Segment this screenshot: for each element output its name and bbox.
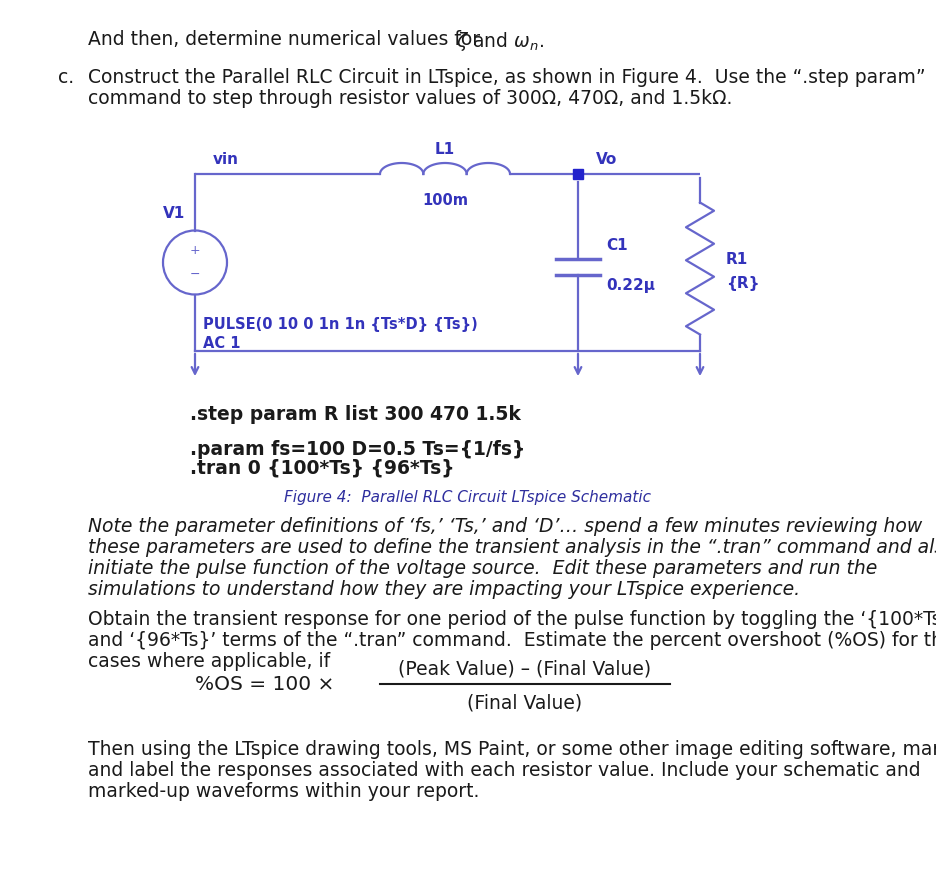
Text: .param fs=100 D=0.5 Ts={1/fs}: .param fs=100 D=0.5 Ts={1/fs} <box>190 439 525 459</box>
Text: PULSE(0 10 0 1n 1n {Ts*D} {Ts}): PULSE(0 10 0 1n 1n {Ts*D} {Ts}) <box>203 317 477 332</box>
Text: c.: c. <box>58 68 74 87</box>
Text: −: − <box>190 267 200 281</box>
Text: 100m: 100m <box>422 193 468 208</box>
Text: marked-up waveforms within your report.: marked-up waveforms within your report. <box>88 781 479 800</box>
Text: and ‘{96*Ts}’ terms of the “.tran” command.  Estimate the percent overshoot (%OS: and ‘{96*Ts}’ terms of the “.tran” comma… <box>88 631 936 649</box>
Text: 0.22μ: 0.22μ <box>606 278 655 293</box>
Text: L1: L1 <box>435 142 455 157</box>
Text: (Peak Value) – (Final Value): (Peak Value) – (Final Value) <box>399 659 651 678</box>
Text: Construct the Parallel RLC Circuit in LTspice, as shown in Figure 4.  Use the “.: Construct the Parallel RLC Circuit in LT… <box>88 68 926 87</box>
Text: %OS = 100 ×: %OS = 100 × <box>195 674 334 694</box>
Text: .tran 0 {100*Ts} {96*Ts}: .tran 0 {100*Ts} {96*Ts} <box>190 459 455 477</box>
Text: {R}: {R} <box>726 275 759 290</box>
Text: Obtain the transient response for one period of the pulse function by toggling t: Obtain the transient response for one pe… <box>88 610 936 628</box>
Text: Figure 4:  Parallel RLC Circuit LTspice Schematic: Figure 4: Parallel RLC Circuit LTspice S… <box>285 489 651 504</box>
Text: R1: R1 <box>726 252 748 267</box>
Text: Then using the LTspice drawing tools, MS Paint, or some other image editing soft: Then using the LTspice drawing tools, MS… <box>88 739 936 758</box>
Text: simulations to understand how they are impacting your LTspice experience.: simulations to understand how they are i… <box>88 580 800 598</box>
Text: (Final Value): (Final Value) <box>467 693 582 712</box>
Text: these parameters are used to define the transient analysis in the “.tran” comman: these parameters are used to define the … <box>88 538 936 556</box>
Text: command to step through resistor values of 300Ω, 470Ω, and 1.5kΩ.: command to step through resistor values … <box>88 89 732 108</box>
Text: vin: vin <box>213 152 239 167</box>
Text: and label the responses associated with each resistor value. Include your schema: and label the responses associated with … <box>88 760 921 779</box>
Text: And then, determine numerical values for: And then, determine numerical values for <box>88 30 486 49</box>
Text: C1: C1 <box>606 238 628 253</box>
Text: AC 1: AC 1 <box>203 335 241 350</box>
Text: Note the parameter definitions of ‘fs,’ ‘Ts,’ and ‘D’… spend a few minutes revie: Note the parameter definitions of ‘fs,’ … <box>88 517 922 535</box>
Text: initiate the pulse function of the voltage source.  Edit these parameters and ru: initiate the pulse function of the volta… <box>88 559 877 577</box>
Text: cases where applicable, if: cases where applicable, if <box>88 652 330 670</box>
Text: .step param R list 300 470 1.5k: .step param R list 300 470 1.5k <box>190 404 520 424</box>
Text: Vo: Vo <box>596 152 617 167</box>
Text: V1: V1 <box>163 206 185 221</box>
Text: $\zeta$ and $\omega_n$.: $\zeta$ and $\omega_n$. <box>456 30 544 53</box>
Text: +: + <box>190 244 200 257</box>
